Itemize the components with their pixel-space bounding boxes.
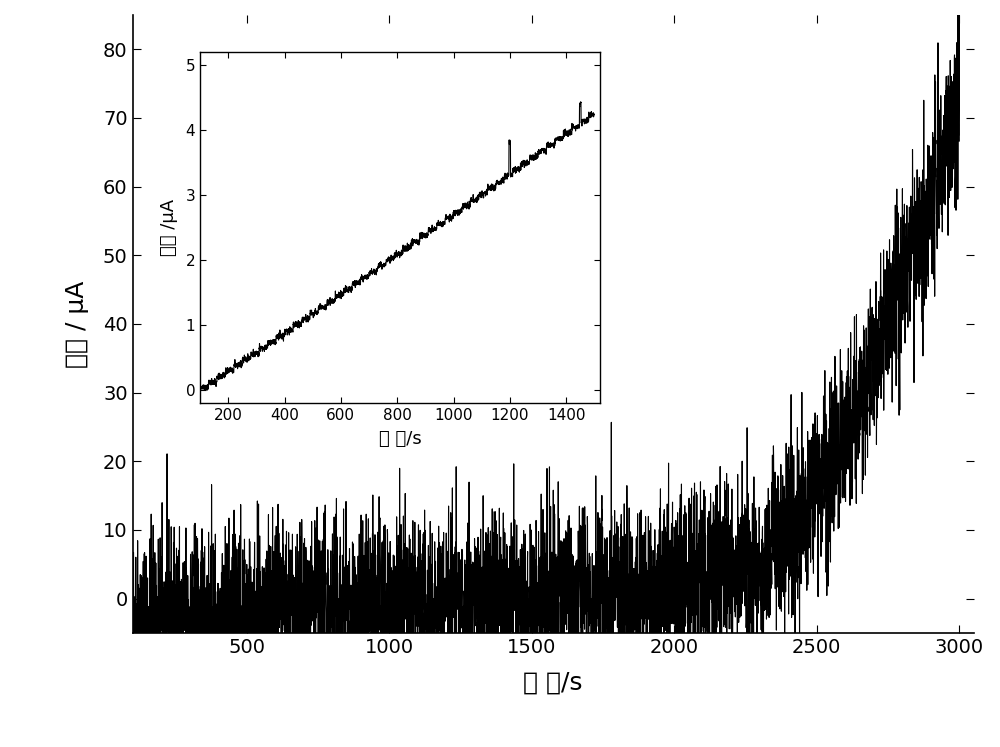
X-axis label: 时 间/s: 时 间/s xyxy=(523,671,583,695)
Y-axis label: 电流 /μA: 电流 /μA xyxy=(160,199,178,256)
Y-axis label: 电流 / μA: 电流 / μA xyxy=(65,280,89,368)
X-axis label: 时 间/s: 时 间/s xyxy=(379,430,421,448)
